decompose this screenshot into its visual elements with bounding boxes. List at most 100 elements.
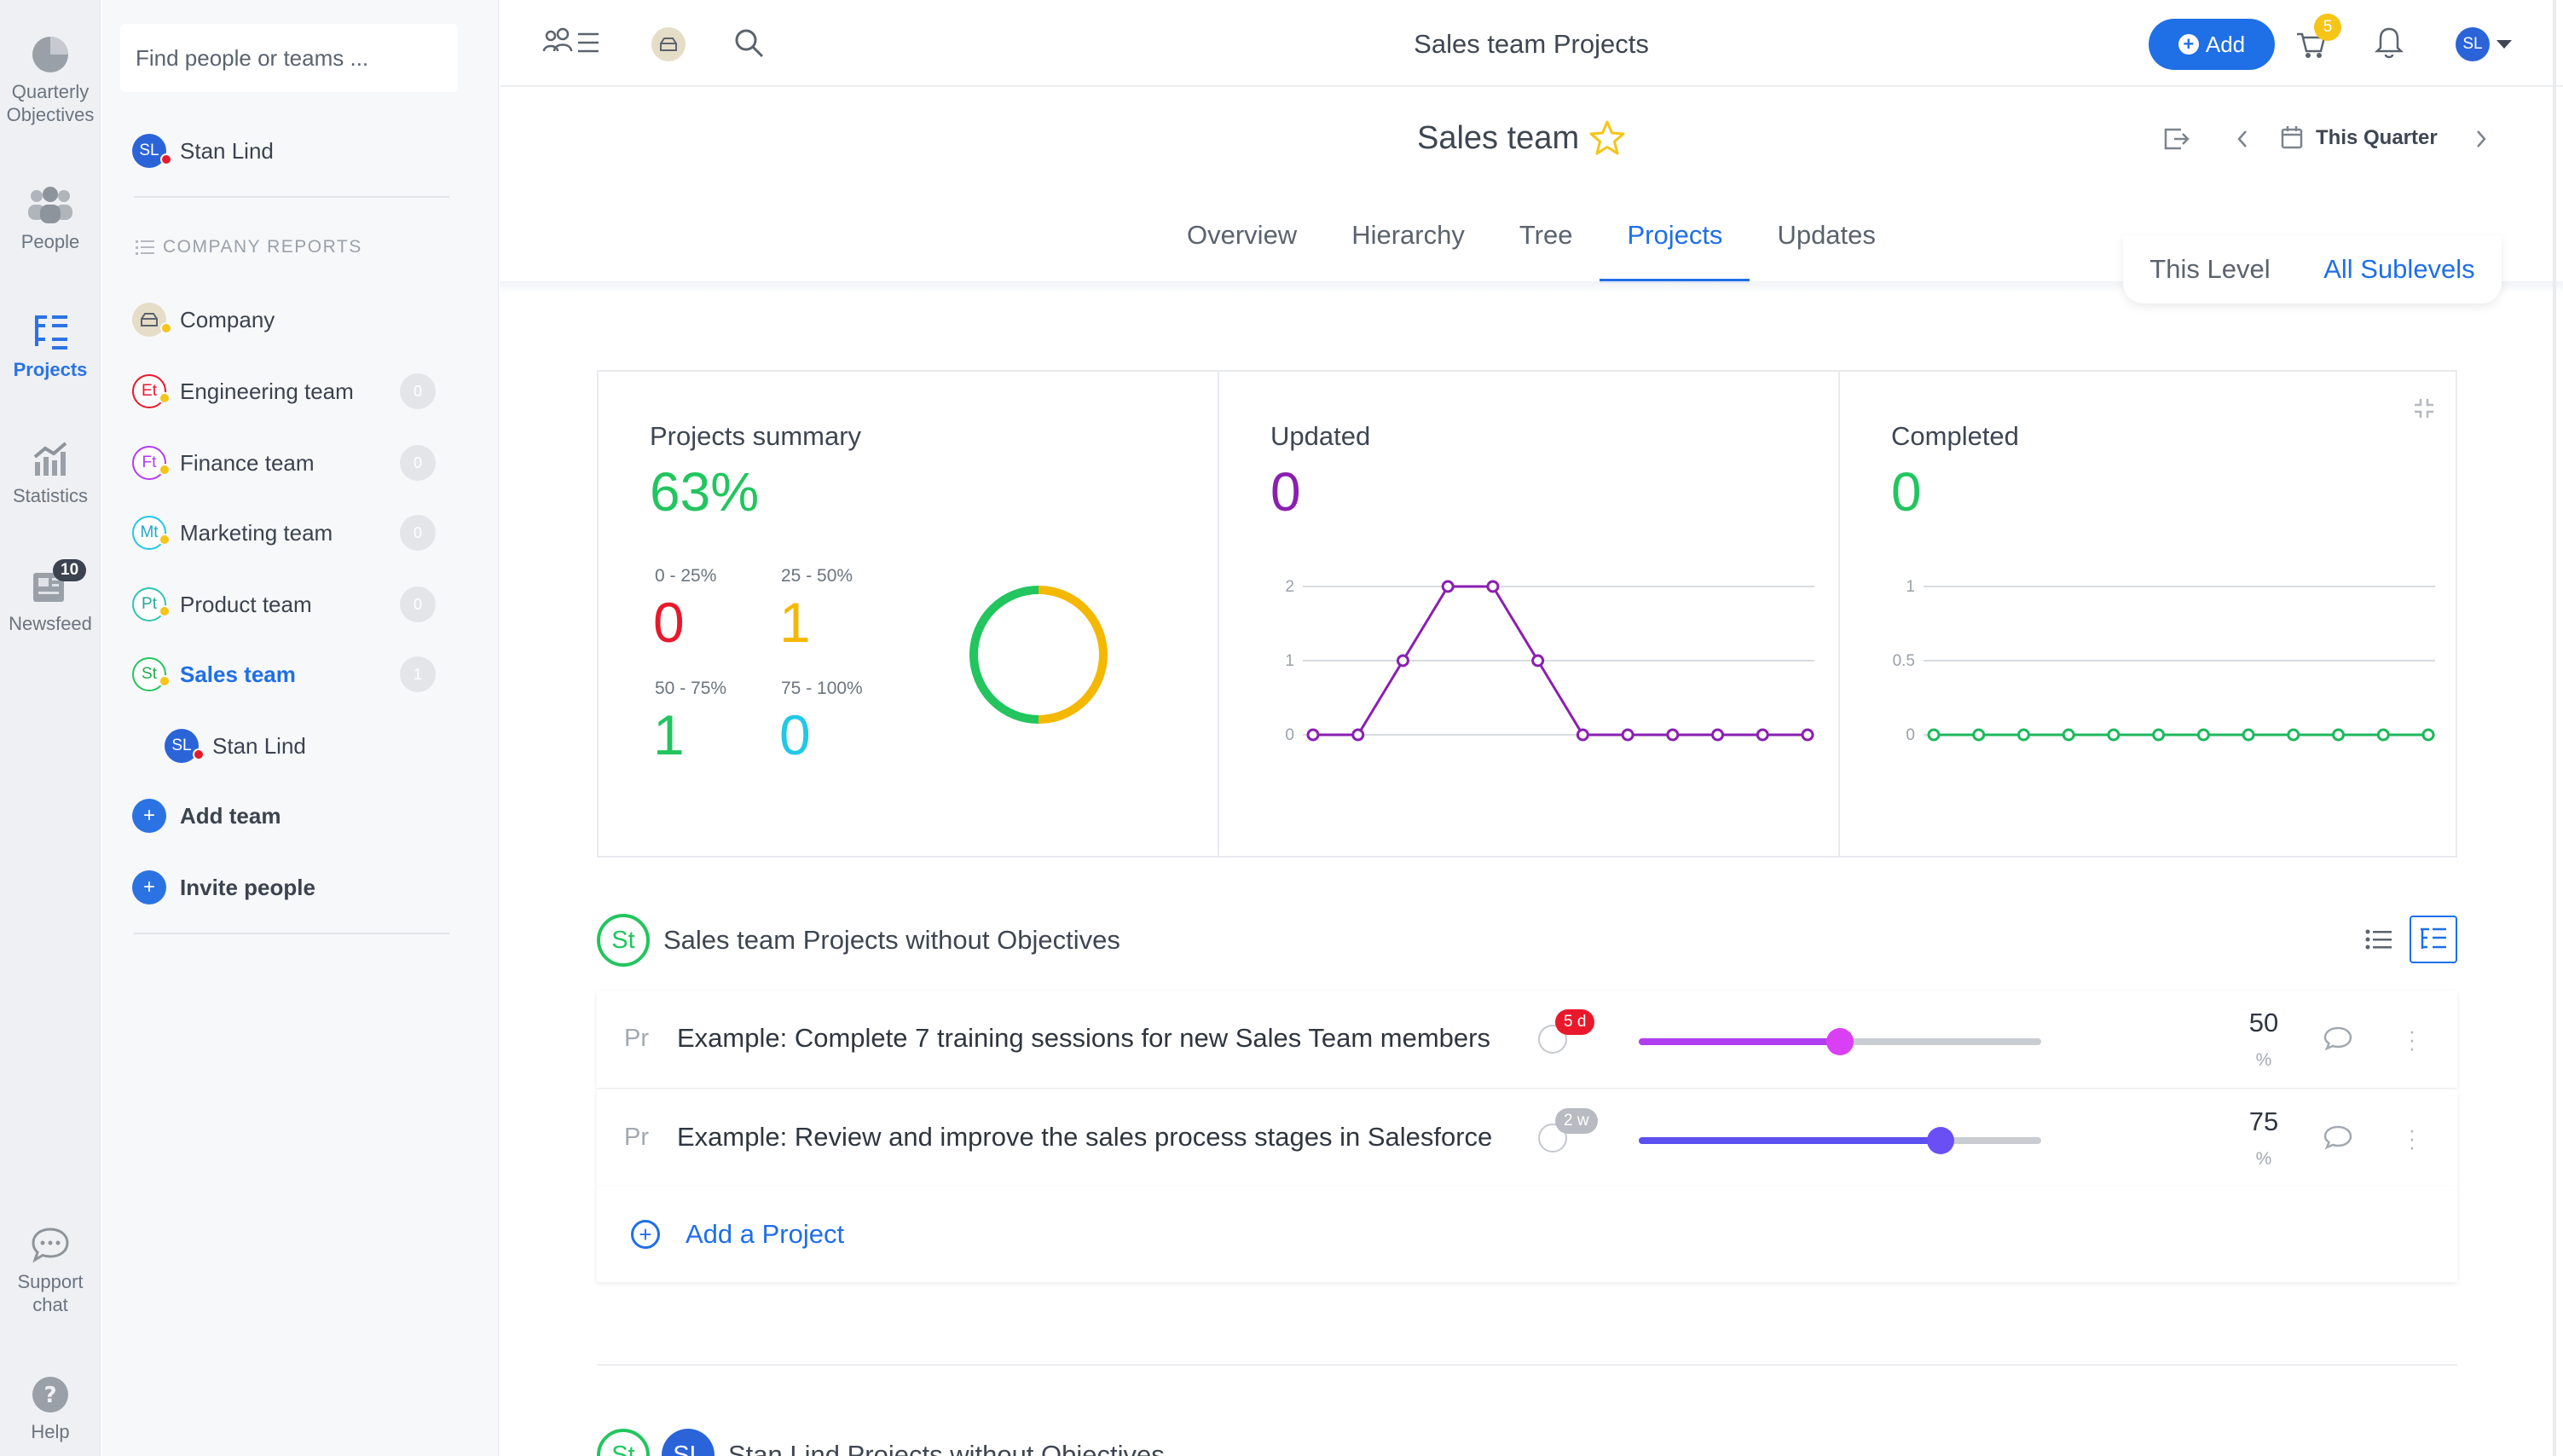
this-level-button[interactable]: This Level	[2149, 254, 2271, 284]
slider-handle[interactable]	[1927, 1127, 1954, 1154]
project-row[interactable]: Pr Example: Complete 7 training sessions…	[597, 991, 2457, 1088]
scrollbar[interactable]	[2553, 0, 2556, 1456]
clock-icon	[1538, 1124, 1567, 1153]
chevron-right-icon[interactable]	[2473, 128, 2490, 150]
more-options-icon[interactable]: · · ·	[2408, 1117, 2416, 1159]
data-point	[2376, 728, 2390, 742]
list-view-button[interactable]	[2355, 916, 2403, 963]
projects-section-header: St Sales team Projects without Objective…	[597, 914, 1120, 967]
tab-overview[interactable]: Overview	[1187, 220, 1298, 250]
list-icon	[2365, 929, 2392, 950]
rail-label: Objectives	[6, 104, 95, 125]
rail-label: chat	[32, 1294, 68, 1315]
y-tick-label: 0.5	[1893, 652, 1915, 670]
rail-label: Statistics	[12, 485, 89, 506]
tab-updates[interactable]: Updates	[1777, 220, 1876, 250]
rail-quarterly-objectives[interactable]: Quarterly Objectives	[0, 34, 101, 126]
y-tick-label: 0	[1285, 726, 1294, 744]
chevron-down-icon	[2496, 40, 2512, 49]
project-name[interactable]: Example: Complete 7 training sessions fo…	[677, 1023, 1490, 1053]
sidebar-item-marketing[interactable]: Mt Marketing team	[132, 513, 333, 552]
add-team-button[interactable]: + Add team	[132, 796, 281, 835]
invite-people-button[interactable]: + Invite people	[132, 868, 315, 907]
data-point	[2242, 728, 2255, 742]
tab-projects[interactable]: Projects	[1600, 203, 1750, 283]
collapse-icon[interactable]	[2411, 396, 2437, 421]
org-people-icon[interactable]	[542, 26, 602, 60]
export-icon[interactable]	[2162, 124, 2191, 152]
sidebar-user-name: Stan Lind	[180, 137, 274, 164]
tab-hierarchy[interactable]: Hierarchy	[1351, 220, 1465, 250]
rail-projects[interactable]: Projects	[0, 312, 101, 381]
plus-icon: +	[132, 799, 166, 833]
chevron-left-icon[interactable]	[2234, 128, 2251, 150]
search-input[interactable]	[120, 24, 458, 92]
all-sublevels-button[interactable]: All Sublevels	[2323, 254, 2475, 284]
range-value: 0	[653, 591, 685, 654]
progress-value: 50	[2248, 1008, 2279, 1037]
company-switcher-icon[interactable]	[651, 27, 686, 61]
tab-tree[interactable]: Tree	[1519, 220, 1573, 250]
team-avatar: Mt	[132, 516, 171, 550]
member-section-header: St SL Stan Lind Projects without Objecti…	[597, 1429, 1165, 1456]
search-icon[interactable]	[733, 27, 766, 60]
range-label: 25 - 50%	[781, 566, 853, 586]
sidebar-item-finance[interactable]: Ft Finance team	[132, 443, 315, 482]
data-point	[1927, 728, 1941, 742]
rail-support-chat[interactable]: Support chat	[0, 1224, 101, 1316]
sidebar-user[interactable]: SL Stan Lind	[132, 131, 274, 170]
tree-view-button[interactable]	[2410, 916, 2457, 963]
sidebar-item-sales[interactable]: St Sales team	[132, 655, 296, 694]
add-project-label: Add a Project	[686, 1219, 845, 1249]
newsfeed-badge: 10	[53, 559, 87, 581]
side-panel: SL Stan Lind COMPANY REPORTS Company Et …	[101, 0, 499, 1456]
add-button[interactable]: + Add	[2149, 19, 2275, 70]
sidebar-member-stan-lind[interactable]: SL Stan Lind	[165, 726, 306, 766]
rail-newsfeed[interactable]: 10 Newsfeed	[0, 559, 101, 635]
add-project-button[interactable]: + Add a Project	[597, 1187, 2457, 1282]
avatar: SL	[132, 134, 172, 168]
project-name[interactable]: Example: Review and improve the sales pr…	[677, 1122, 1493, 1152]
progress-value: 75	[2248, 1106, 2279, 1136]
project-prefix: Pr	[624, 1025, 649, 1052]
data-point	[2107, 728, 2120, 742]
data-point	[2196, 728, 2210, 742]
sidebar-item-label: Company	[180, 306, 275, 332]
bell-icon[interactable]	[2374, 26, 2404, 60]
y-tick-label: 0	[1906, 726, 1915, 744]
summary-panel: Projects summary 63% 0 - 25% 0 25 - 50% …	[597, 370, 2457, 858]
slider-handle[interactable]	[1826, 1028, 1854, 1055]
header-shadow	[500, 281, 2563, 293]
rail-statistics[interactable]: Statistics	[0, 438, 101, 507]
progress-slider[interactable]	[1639, 1028, 2041, 1055]
updated-value: 0	[1270, 461, 1301, 523]
rail-label: Projects	[13, 359, 88, 380]
progress-slider[interactable]	[1639, 1127, 2041, 1154]
team-count-badge: 0	[400, 373, 436, 409]
status-dot	[159, 675, 171, 687]
more-options-icon[interactable]: · · ·	[2408, 1018, 2416, 1060]
data-point	[1576, 728, 1589, 742]
comment-icon[interactable]	[2323, 1025, 2353, 1052]
due-badge: 2 w	[1555, 1108, 1598, 1134]
period-selector[interactable]: This Quarter	[2316, 126, 2438, 149]
statistics-icon	[33, 442, 67, 476]
sidebar-item-engineering[interactable]: Et Engineering team	[132, 372, 354, 411]
sidebar-item-product[interactable]: Pt Product team	[132, 585, 312, 624]
top-bar: Sales team Projects + Add 5 SL	[500, 0, 2563, 87]
rail-people[interactable]: People	[0, 184, 101, 253]
star-icon[interactable]	[1588, 119, 1627, 157]
project-row[interactable]: Pr Example: Review and improve the sales…	[597, 1089, 2457, 1187]
rail-help[interactable]: ? Help	[0, 1374, 101, 1443]
chat-bubble-icon	[32, 1228, 69, 1263]
svg-text:?: ?	[43, 1383, 56, 1408]
comment-icon[interactable]	[2323, 1124, 2353, 1151]
search-box	[120, 24, 458, 92]
sidebar-item-company[interactable]: Company	[132, 300, 275, 339]
team-avatar: Et	[132, 374, 171, 408]
card-title: Completed	[1891, 421, 2019, 451]
data-point	[1801, 728, 1814, 742]
user-menu[interactable]: SL	[2456, 27, 2514, 61]
team-count-badge: 0	[400, 515, 436, 551]
sidebar-item-label: Sales team	[180, 661, 296, 687]
